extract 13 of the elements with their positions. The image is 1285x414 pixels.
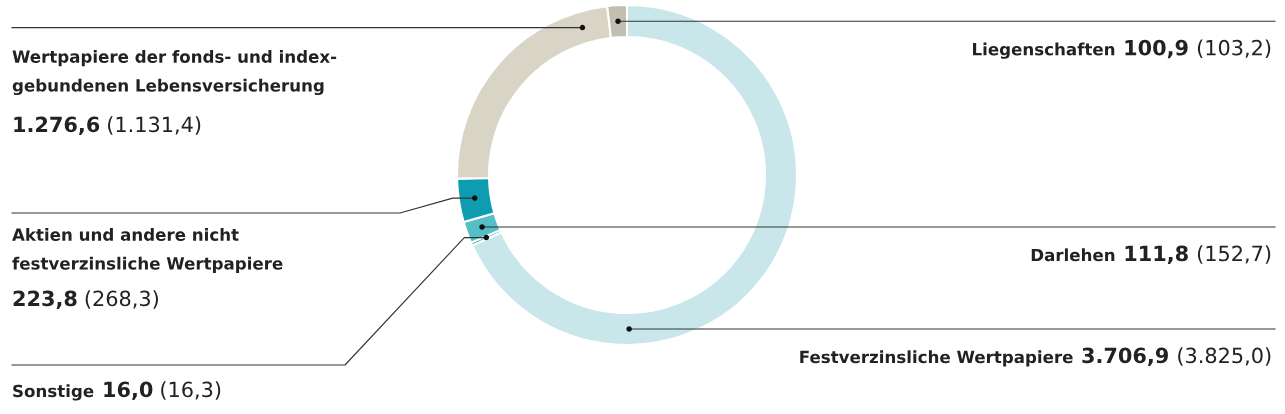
data-label: 223,8 (268,3) [13, 290, 158, 309]
data-label: 1.276,6 (1.131,4) [14, 116, 201, 135]
donut-slice [471, 3, 799, 347]
slice-label: Darlehen [1031, 248, 1115, 262]
slice-label: Liegenschaften [973, 42, 1115, 59]
slice-label: Festverzinsliche Wertpapiere [800, 350, 1073, 367]
data-label: 111,8 (152,7) [1125, 245, 1271, 264]
data-label: 16,0 (16,3) [104, 381, 221, 400]
slice-label: Aktien und andere nicht festverzinsliche Wertpapiere [12, 228, 283, 273]
slice-label: Wertpapiere der fonds- und index- gebundenen Lebensversicherung [12, 50, 337, 96]
data-label: 3.706,9 (3.825,0) [1082, 347, 1271, 366]
data-label: 100,9 (103,2) [1125, 39, 1271, 59]
slice-label: Sonstige [13, 384, 94, 401]
